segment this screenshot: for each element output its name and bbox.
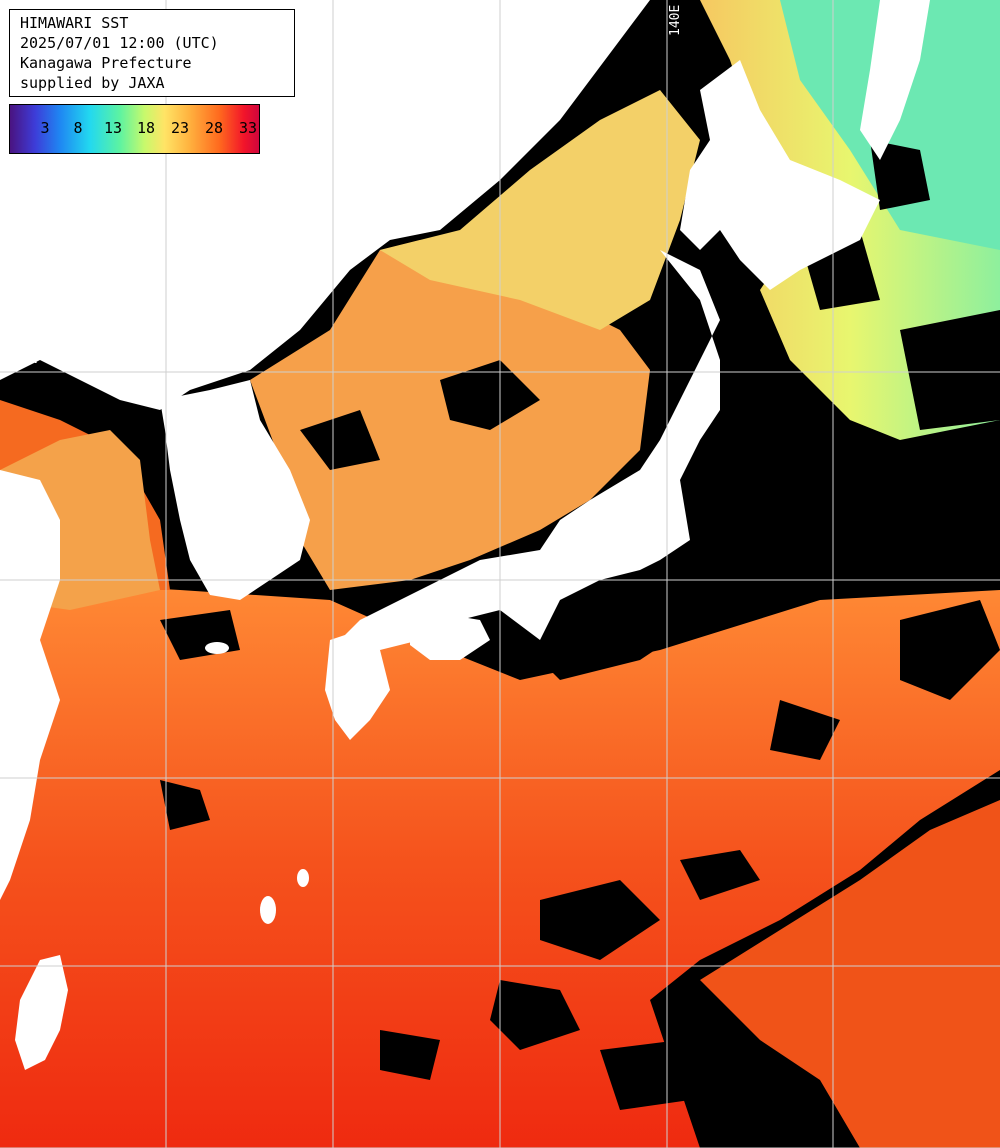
warm-sea-east [700,800,1000,1148]
land-china-east [0,470,60,900]
legend-label-28: 28 [204,119,224,137]
land-taiwan [15,955,68,1070]
legend-label-23: 23 [170,119,190,137]
land-asia-north [0,0,650,410]
land-masses [0,0,930,1070]
land-hokkaido [680,60,880,290]
legend-label-13: 13 [103,119,123,137]
legend-label-8: 8 [73,119,83,137]
cloud-patches [160,140,1000,1110]
legend-label-3: 3 [40,119,50,137]
map-region: Kanagawa Prefecture [20,54,192,72]
grid-label-30n: 30N [14,760,38,775]
legend-label-18: 18 [136,119,156,137]
grid-label-40n: 40N [14,352,38,367]
map-title: HIMAWARI SST [20,14,129,32]
land-honshu [340,250,720,650]
land-sakhalin [860,0,930,160]
land-korea [160,380,310,600]
map-credit: supplied by JAXA [20,74,165,92]
grid-label-140e: 140E [668,4,683,36]
sea-of-japan-north [380,90,700,330]
land-kyushu [325,630,390,740]
land-shikoku [410,615,490,660]
map-datetime: 2025/07/01 12:00 (UTC) [20,34,219,52]
temperature-legend: 3 8 13 18 23 28 33 [9,104,260,154]
legend-label-33: 33 [238,119,258,137]
map-info-box: HIMAWARI SST 2025/07/01 12:00 (UTC) Kana… [9,9,295,97]
